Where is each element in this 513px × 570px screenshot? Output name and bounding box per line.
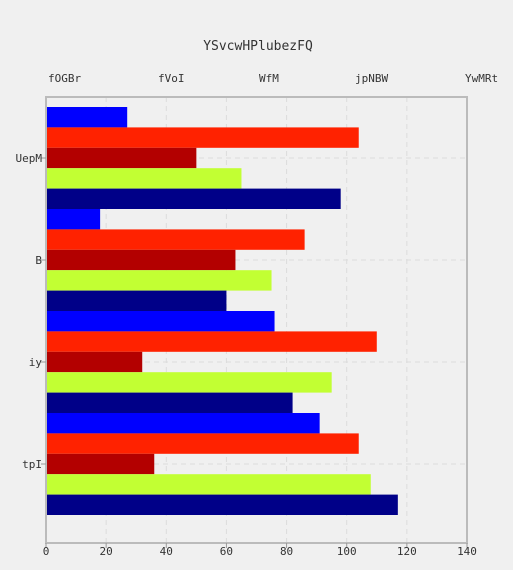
bar-fVoI-tpI [46,433,359,454]
x-tick-label: 140 [457,545,477,558]
bar-fOGBr-UepM [46,107,128,128]
bar-WfM-iy [46,351,143,373]
bar-fOGBr-iy [46,311,275,332]
y-category-label: B [35,254,42,267]
bar-fVoI-UepM [46,127,359,148]
x-tick-label: 0 [43,545,50,558]
bar-jpNBW-iy [46,372,332,393]
bar-YwMRt-B [46,290,227,311]
bar-YwMRt-UepM [46,188,341,209]
chart-title: YSvcwHPlubezFQ [203,39,313,54]
legend-entry-WfM: WfM [259,72,279,85]
axes-frame [45,96,468,544]
legend-entry-fVoI: fVoI [158,72,185,85]
legend-entry-jpNBW: jpNBW [355,72,388,85]
bar-YwMRt-iy [46,392,293,413]
bar-fVoI-B [46,229,305,250]
bar-WfM-B [46,249,236,271]
bar-jpNBW-UepM [46,168,242,189]
x-tick-label: 60 [220,545,233,558]
y-category-label: iy [29,356,43,369]
legend-entry-fOGBr: fOGBr [48,72,81,85]
y-category-label: tpI [22,458,42,471]
x-tick-label: 20 [100,545,113,558]
x-tick-label: 100 [337,545,357,558]
bar-YwMRt-tpI [46,494,398,515]
bar-WfM-tpI [46,453,155,475]
legend-entry-YwMRt: YwMRt [465,72,498,85]
bar-fOGBr-B [46,209,101,230]
legend: fOGBr fVoI WfM jpNBW YwMRt [48,72,498,85]
bar-WfM-UepM [46,147,197,169]
y-category-label: UepM [16,152,43,165]
plot-area: UepM Biy tpI 0 20 40 60 80 100 120 140 [16,96,477,558]
x-tick-label: 80 [280,545,293,558]
bar-jpNBW-tpI [46,474,371,495]
x-tick-label: 120 [397,545,417,558]
bar-fOGBr-tpI [46,413,320,434]
bar-fVoI-iy [46,331,377,352]
x-tick-label: 40 [160,545,173,558]
bar-jpNBW-B [46,270,272,291]
